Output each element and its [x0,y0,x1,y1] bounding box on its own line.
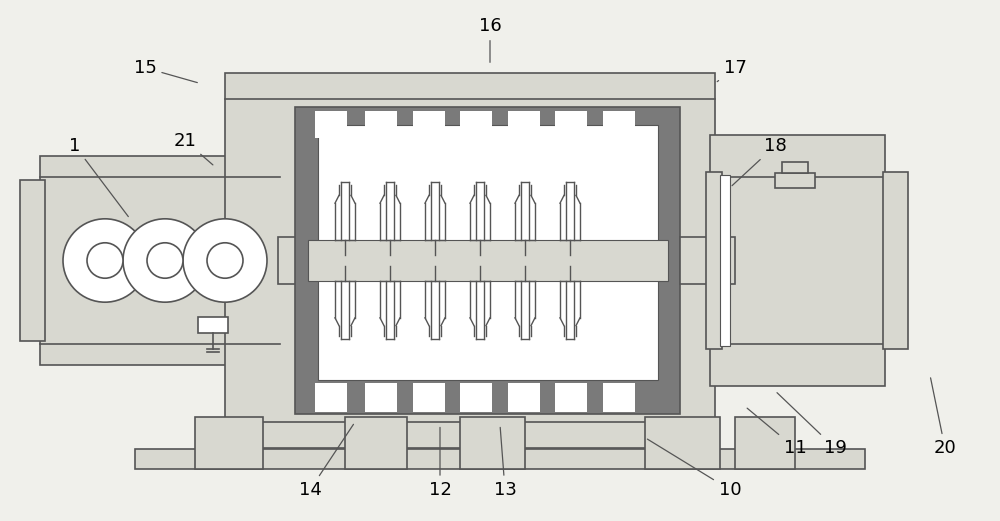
Bar [710,135,885,386]
Bar [308,240,668,281]
Bar [460,111,492,138]
Bar [318,125,658,245]
Bar [295,107,680,414]
Bar [365,111,397,138]
Text: 11: 11 [747,408,806,457]
Bar [198,317,228,333]
Text: 15: 15 [134,59,197,83]
Bar [706,172,722,349]
Text: 16: 16 [479,17,501,63]
Ellipse shape [207,243,243,278]
Bar [508,111,540,138]
Bar [315,383,347,412]
Bar [365,383,397,412]
Bar [460,417,525,469]
Text: 17: 17 [717,59,746,82]
Bar [883,172,908,349]
Bar [413,383,445,412]
Bar [135,449,865,469]
Text: 21: 21 [174,132,213,165]
Bar [345,417,407,469]
Bar [555,383,587,412]
Bar [508,383,540,412]
Text: 10: 10 [647,439,741,499]
Bar [278,237,338,284]
Bar [603,383,635,412]
Bar [775,173,815,188]
Bar [413,111,445,138]
Bar [318,260,658,380]
Bar [195,417,263,469]
Text: 20: 20 [931,378,956,457]
Text: 12: 12 [429,427,451,499]
Text: 1: 1 [69,137,128,217]
Ellipse shape [183,219,267,302]
Bar [555,111,587,138]
Text: 13: 13 [494,427,516,499]
Text: 14: 14 [299,424,353,499]
Text: 19: 19 [777,393,846,457]
Ellipse shape [123,219,207,302]
Bar [225,73,715,448]
Bar [460,383,492,412]
Bar [735,417,795,469]
Bar [40,156,280,365]
Bar [645,417,720,469]
Bar [20,180,45,341]
Bar [680,237,735,284]
Ellipse shape [147,243,183,278]
Bar [782,162,808,173]
Text: 18: 18 [732,137,786,185]
Bar [315,111,347,138]
Ellipse shape [87,243,123,278]
Bar [603,111,635,138]
Ellipse shape [63,219,147,302]
Bar [720,175,730,346]
